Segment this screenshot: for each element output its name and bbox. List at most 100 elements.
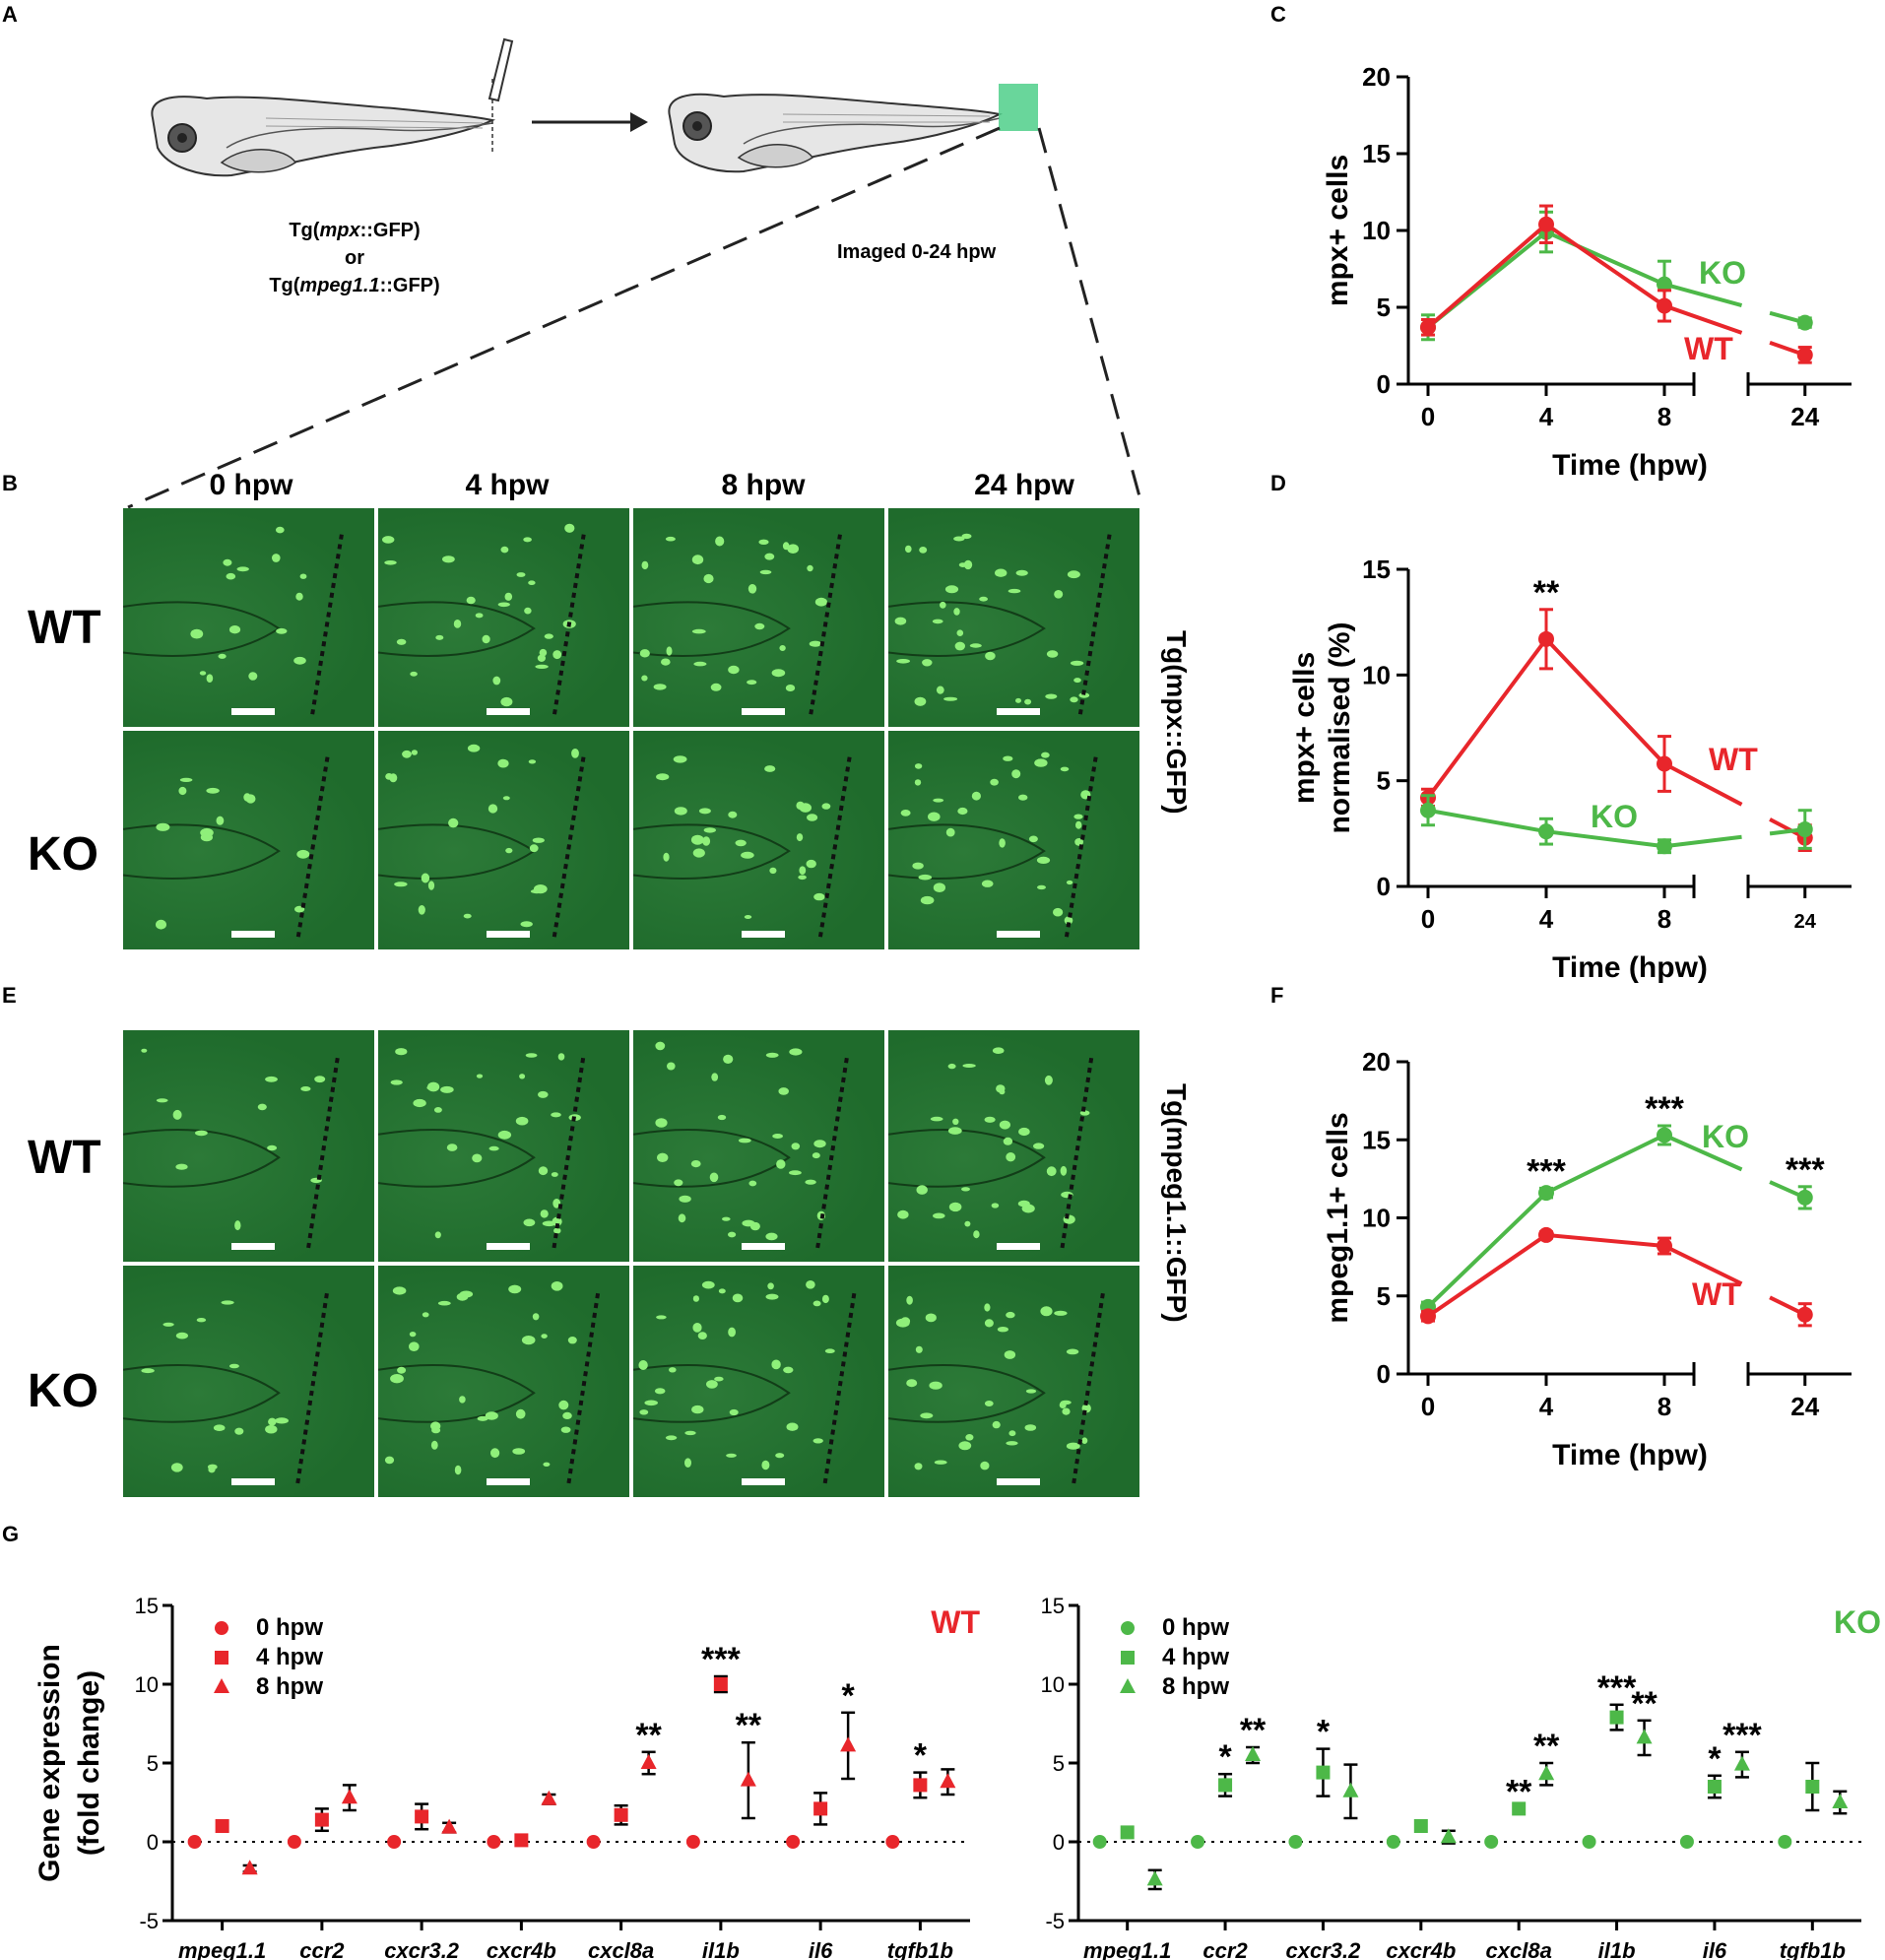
data-point-4hpw bbox=[913, 1778, 928, 1793]
data-point-4hpw bbox=[1512, 1801, 1527, 1816]
series-label-wt: WT bbox=[1709, 742, 1758, 777]
data-point-wt bbox=[1420, 319, 1436, 336]
row-label-ko-b: KO bbox=[28, 828, 98, 881]
series-label-wt: WT bbox=[1684, 331, 1733, 366]
data-point-0hpw bbox=[1679, 1835, 1694, 1849]
data-point-8hpw bbox=[1733, 1755, 1750, 1771]
data-point-0hpw bbox=[1386, 1835, 1400, 1849]
series-break-line-wt bbox=[1663, 303, 1743, 335]
panel-e-side-label: Tg(mpeg1.1::GFP) bbox=[1161, 1083, 1192, 1323]
x-tick-label: 4 bbox=[1539, 904, 1554, 934]
x-tick-label: 24 bbox=[1790, 402, 1819, 431]
significance-stars: ** bbox=[1631, 1685, 1658, 1723]
data-point-ko bbox=[1796, 821, 1813, 838]
data-point-4hpw bbox=[514, 1833, 529, 1848]
x-axis-label: Time (hpw) bbox=[1552, 449, 1708, 482]
micrograph-r1-c1 bbox=[378, 731, 629, 949]
series-break-line-wt bbox=[1663, 761, 1743, 807]
arrow-right-icon bbox=[532, 112, 648, 132]
series-label-ko: KO bbox=[1702, 1119, 1749, 1154]
panel-letter-a: A bbox=[2, 2, 18, 27]
micrograph-r0-c2 bbox=[633, 508, 884, 727]
data-point-wt bbox=[1420, 1308, 1436, 1325]
imaged-region-box bbox=[999, 84, 1038, 131]
data-point-8hpw bbox=[1146, 1870, 1163, 1886]
y-axis-label-line1: mpx+ cells bbox=[1288, 652, 1321, 804]
scale-bar bbox=[230, 1243, 275, 1250]
legend-marker-4hpw bbox=[1121, 1651, 1135, 1665]
micrograph-r0-c1 bbox=[378, 1030, 629, 1262]
micrograph-r1-c3 bbox=[888, 731, 1139, 949]
series-label-ko: KO bbox=[1699, 255, 1746, 291]
data-point-wt bbox=[1538, 630, 1554, 647]
data-point-ko bbox=[1538, 1185, 1554, 1202]
chart-c: 0 5 10 15 20 0 4 8 24 Time (hpw) mpx+ cells KO WT bbox=[1322, 62, 1852, 482]
micrograph-r0-c1 bbox=[378, 508, 629, 727]
scale-bar bbox=[486, 708, 530, 715]
row-label-ko-e: KO bbox=[28, 1365, 98, 1417]
y-tick-label: 5 bbox=[1377, 1281, 1391, 1311]
panel-b-side-label: Tg(mpx::GFP) bbox=[1161, 630, 1192, 815]
x-tick-label: 0 bbox=[1421, 1392, 1435, 1421]
data-point-wt bbox=[1657, 755, 1672, 772]
panel-letter-b: B bbox=[2, 471, 18, 495]
data-point-8hpw bbox=[1538, 1765, 1555, 1781]
chart-title: KO bbox=[1834, 1604, 1881, 1640]
x-tick-label: 24 bbox=[1794, 911, 1817, 933]
y-tick-label: 5 bbox=[1377, 766, 1391, 796]
significance-stars: ** bbox=[1240, 1712, 1267, 1749]
scale-bar bbox=[741, 931, 785, 938]
scale-bar bbox=[741, 1243, 785, 1250]
data-point-4hpw bbox=[1316, 1765, 1331, 1780]
scalpel-icon bbox=[488, 37, 514, 102]
x-tick-label: 0 bbox=[1421, 904, 1435, 934]
significance-stars: * bbox=[914, 1737, 928, 1775]
significance-stars: * bbox=[1218, 1738, 1232, 1776]
panel-a-schematic bbox=[127, 37, 1144, 509]
micrograph-r0-c2 bbox=[633, 1030, 884, 1262]
significance-stars: *** bbox=[1786, 1151, 1825, 1189]
data-point-8hpw bbox=[840, 1736, 857, 1752]
panel-letter-g: G bbox=[2, 1522, 20, 1546]
x-tick-label: cxcl8a bbox=[588, 1938, 654, 1960]
data-point-ko bbox=[1657, 838, 1672, 855]
data-point-4hpw bbox=[415, 1809, 429, 1824]
scale-bar bbox=[230, 708, 275, 715]
data-point-8hpw bbox=[1245, 1746, 1262, 1761]
legend-marker-8hpw bbox=[1120, 1678, 1136, 1693]
legend-marker-0hpw bbox=[215, 1621, 228, 1635]
significance-stars: *** bbox=[701, 1641, 741, 1678]
micrograph-r1-c0 bbox=[123, 731, 374, 949]
y-tick-label: 20 bbox=[1362, 62, 1391, 92]
scale-bar bbox=[996, 708, 1040, 715]
x-tick-label: il6 bbox=[1703, 1938, 1727, 1960]
data-point-wt bbox=[1657, 1238, 1672, 1255]
scale-bar bbox=[486, 1478, 530, 1485]
data-point-8hpw bbox=[1342, 1782, 1359, 1797]
data-point-ko bbox=[1796, 1189, 1813, 1206]
significance-stars: *** bbox=[1597, 1669, 1637, 1707]
data-point-4hpw bbox=[1218, 1778, 1233, 1793]
x-tick-label: mpeg1.1 bbox=[1083, 1938, 1171, 1960]
data-point-0hpw bbox=[885, 1835, 900, 1849]
significance-stars: ** bbox=[1533, 1728, 1560, 1765]
x-tick-label: cxcr3.2 bbox=[1286, 1938, 1362, 1960]
micrograph-r1-c2 bbox=[633, 731, 884, 949]
legend-label: 4 hpw bbox=[1162, 1644, 1229, 1670]
data-point-ko bbox=[1657, 1127, 1672, 1143]
data-point-8hpw bbox=[940, 1773, 956, 1789]
y-tick-label: 15 bbox=[1041, 1594, 1065, 1618]
data-point-4hpw bbox=[1120, 1825, 1135, 1840]
scale-bar bbox=[996, 1243, 1040, 1250]
chart-g-wt: -5 0 5 10 15 mpeg1.1 ccr2 cxcr3.2 cxcr4b cxcl8a il… bbox=[33, 1594, 980, 1960]
legend-marker-4hpw bbox=[215, 1651, 228, 1665]
micrograph-r0-c0 bbox=[123, 1030, 374, 1262]
legend-label: 0 hpw bbox=[1162, 1614, 1229, 1641]
data-point-0hpw bbox=[685, 1835, 700, 1849]
y-tick-label: 5 bbox=[1053, 1751, 1065, 1776]
significance-stars: *** bbox=[1722, 1717, 1762, 1754]
y-tick-label: 15 bbox=[1362, 1125, 1391, 1154]
scale-bar bbox=[996, 1478, 1040, 1485]
row-label-wt-e: WT bbox=[28, 1132, 101, 1184]
x-tick-label: 8 bbox=[1658, 402, 1671, 431]
